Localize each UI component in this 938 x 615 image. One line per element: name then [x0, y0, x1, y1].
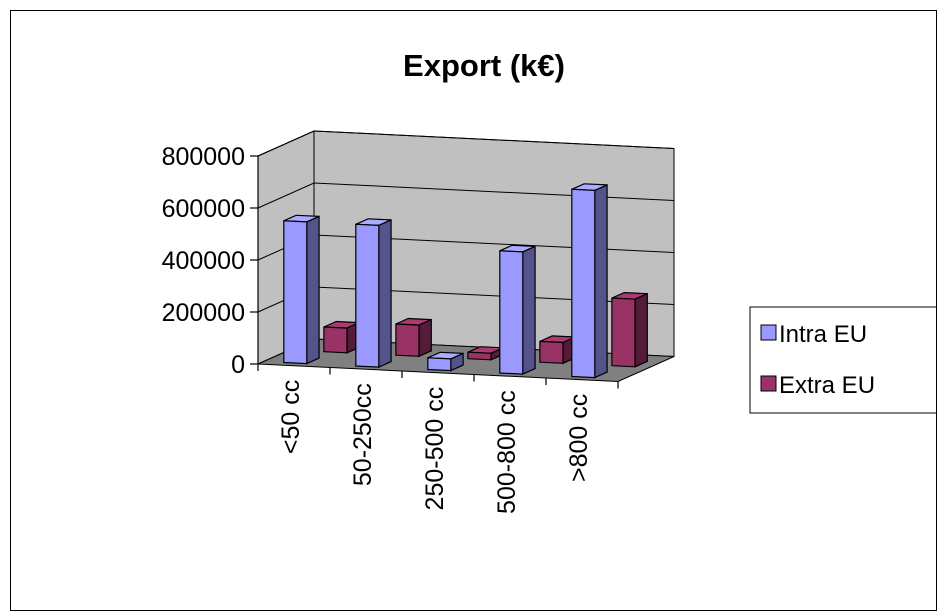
gridline — [257, 182, 675, 209]
x-tick-label: 500-800 cc — [493, 390, 521, 514]
x-tick-label: 250-500 cc — [421, 387, 449, 511]
intra-eu-bar-front — [499, 250, 524, 375]
extra-eu-bar — [395, 317, 432, 358]
intra-eu-bar — [283, 214, 320, 365]
extra-eu-bar-front — [323, 326, 348, 354]
intra-eu-bar — [571, 183, 608, 379]
intra-eu-bar — [355, 218, 392, 369]
intra-eu-bar-front — [283, 220, 308, 365]
extra-eu-bar-front — [539, 340, 564, 364]
y-tick-labels: 800000 600000 400000 200000 0 — [162, 143, 245, 379]
x-tick-label: <50 cc — [277, 380, 305, 454]
intra-eu-bar-side — [522, 245, 536, 376]
legend: Intra EU Extra EU — [749, 306, 938, 414]
extra-eu-bar — [611, 291, 648, 368]
intra-eu-bars — [283, 183, 608, 379]
x-tick-labels: <50 cc 50-250cc 250-500 cc 500-800 cc >800 c… — [277, 380, 593, 514]
extra-eu-bar-front — [611, 297, 636, 368]
y-tick-label: 400000 — [162, 247, 245, 275]
intra-eu-bar-side — [594, 183, 608, 379]
intra-eu-bar-side — [378, 218, 392, 369]
extra-eu-bar-side — [418, 318, 432, 358]
extra-eu-bar — [323, 320, 360, 354]
extra-eu-bar-front — [467, 351, 492, 361]
axes — [250, 155, 619, 389]
extra-eu-bar — [539, 335, 576, 365]
gridline — [257, 130, 675, 157]
intra-eu-bar-side — [306, 215, 320, 365]
extra-eu-bar-side — [634, 292, 648, 368]
x-tick-label: 50-250cc — [349, 383, 377, 486]
legend-box — [749, 306, 938, 414]
legend-label-extra-eu: Extra EU — [779, 372, 875, 399]
legend-label-intra-eu: Intra EU — [779, 321, 867, 348]
intra-eu-bar-front — [571, 188, 596, 379]
chart-title: Export (k€) — [403, 48, 565, 83]
y-tick-label: 600000 — [162, 195, 245, 223]
export-chart: 800000 600000 400000 200000 0 <50 cc 50-250cc… — [162, 48, 938, 514]
y-tick-label: 0 — [231, 351, 245, 379]
legend-swatch-extra-eu — [760, 375, 777, 392]
intra-eu-bar — [499, 244, 536, 376]
extra-eu-bar-front — [395, 323, 420, 357]
intra-eu-bar — [427, 351, 464, 372]
intra-eu-bar-front — [355, 223, 380, 368]
y-tick-label: 200000 — [162, 299, 245, 327]
y-tick-label: 800000 — [162, 143, 245, 171]
legend-swatch-intra-eu — [760, 324, 777, 341]
x-tick-label: >800 cc — [565, 394, 593, 482]
chart-area: 800000 600000 400000 200000 0 <50 cc 50-250cc… — [10, 10, 938, 611]
intra-eu-bar-front — [427, 357, 452, 372]
